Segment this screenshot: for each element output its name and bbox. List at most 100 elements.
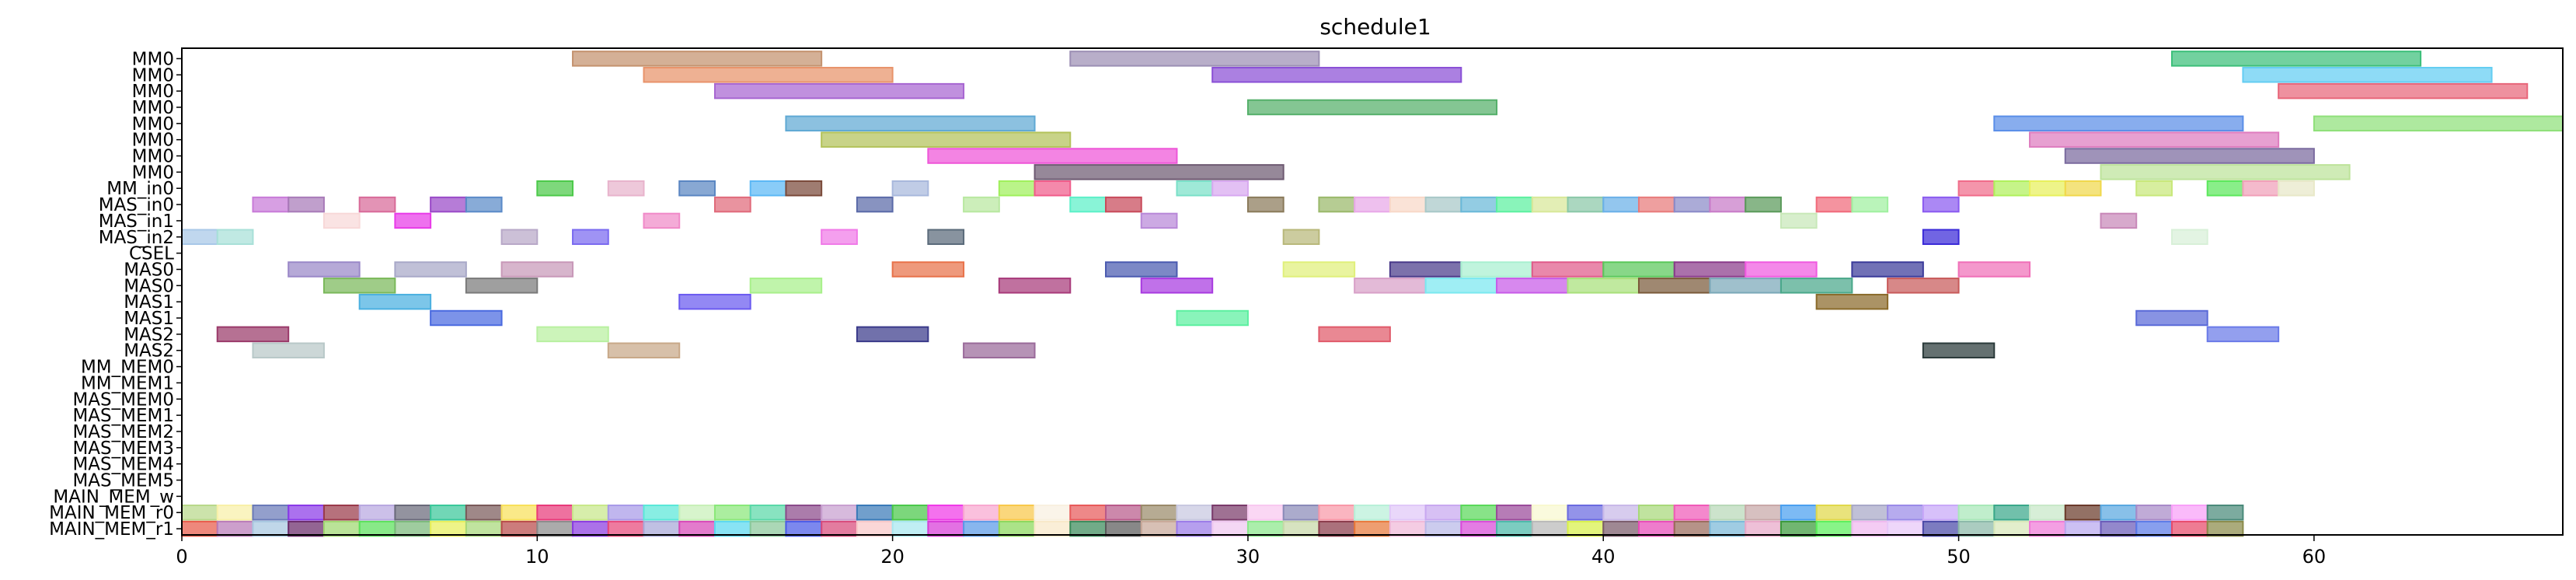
task-bar [1211, 520, 1249, 537]
task-bar [713, 504, 751, 521]
task-bar [643, 504, 681, 521]
y-tick-label: MM_MEM0 [81, 358, 174, 378]
task-bar [1034, 520, 1072, 537]
task-bar [1176, 180, 1214, 197]
task-bar [1069, 504, 1107, 521]
task-bar [1460, 504, 1498, 521]
y-tick-label: MM0 [132, 65, 174, 86]
task-bar [288, 520, 325, 537]
task-bar [288, 196, 325, 213]
task-bar [500, 229, 539, 246]
task-bar [2029, 180, 2066, 197]
chart-title: schedule1 [1319, 14, 1431, 40]
task-bar [2135, 504, 2173, 521]
task-bar [1424, 196, 1462, 213]
task-bar [713, 520, 751, 537]
task-bar [1922, 196, 1960, 213]
y-tick-label: CSEL [129, 244, 174, 264]
task-bar [394, 504, 432, 521]
task-bar [607, 504, 645, 521]
task-bar [465, 278, 539, 294]
task-bar [1851, 196, 1889, 213]
task-bar [2064, 504, 2102, 521]
task-bar [1282, 520, 1320, 537]
task-bar [2170, 504, 2208, 521]
y-tick-label: MM0 [132, 49, 174, 69]
task-bar [358, 196, 396, 213]
task-bar [1745, 504, 1782, 521]
task-bar [1673, 196, 1711, 213]
task-bar [1922, 342, 1996, 358]
task-bar [1496, 278, 1569, 294]
task-bar [1069, 51, 1320, 67]
task-bar [1957, 180, 1996, 197]
task-bar [1709, 196, 1747, 213]
task-bar [2029, 520, 2066, 537]
task-bar [2206, 520, 2244, 537]
task-bar [607, 342, 681, 358]
task-bar [1496, 520, 1533, 537]
task-bar [1815, 504, 1853, 521]
y-tick-label: MAS_MEM3 [72, 438, 174, 459]
task-bar [1815, 520, 1853, 537]
task-bar [358, 520, 396, 537]
task-bars [181, 51, 2564, 537]
task-bar [821, 504, 858, 521]
task-bar [1246, 196, 1285, 213]
task-bar [927, 148, 1178, 164]
y-tick-label: MM0 [132, 98, 174, 118]
task-bar [1745, 196, 1782, 213]
task-bar [1034, 504, 1072, 521]
task-bar [1779, 504, 1818, 521]
task-bar [430, 196, 467, 213]
task-bar [1496, 196, 1533, 213]
task-bar [216, 229, 254, 246]
task-bar [252, 342, 325, 358]
task-bar [2064, 148, 2315, 164]
task-bar [1211, 504, 1249, 521]
task-bar [1673, 520, 1711, 537]
task-bar [358, 293, 432, 310]
task-bar [1993, 520, 2031, 537]
task-bar [181, 520, 218, 537]
task-bar [1602, 504, 1640, 521]
task-bar [1637, 504, 1675, 521]
task-bar [1318, 196, 1356, 213]
task-bar [1460, 520, 1498, 537]
task-bar [1922, 229, 1960, 246]
task-bar [252, 520, 290, 537]
task-bar [2064, 180, 2102, 197]
task-bar [1318, 504, 1356, 521]
y-tick-label: MAS_MEM0 [72, 390, 174, 410]
task-bar [856, 196, 894, 213]
task-bar [785, 180, 823, 197]
task-bar [1993, 504, 2031, 521]
task-bar [1034, 180, 1072, 197]
task-bar [856, 504, 894, 521]
task-bar [1567, 278, 1640, 294]
task-bar [465, 520, 503, 537]
task-bar [1531, 261, 1605, 278]
task-bar [1282, 504, 1320, 521]
y-tick-label: MAIN_MEM_r1 [49, 519, 174, 540]
x-tick-label: 60 [2302, 546, 2327, 568]
y-tick-label: MM0 [132, 82, 174, 102]
task-bar [998, 278, 1072, 294]
task-bar [2313, 115, 2564, 132]
task-bar [1673, 504, 1711, 521]
task-bar [1105, 261, 1178, 278]
task-bar [1709, 278, 1782, 294]
task-bar [1176, 504, 1214, 521]
y-tick-label: MAS_in2 [99, 228, 174, 248]
task-bar [1637, 520, 1675, 537]
task-bar [785, 115, 1036, 132]
y-tick-label: MAS_in0 [99, 195, 174, 215]
task-bar [1140, 212, 1178, 229]
y-tick-label: MAS2 [124, 341, 174, 362]
task-bar [288, 261, 361, 278]
task-bar [749, 278, 823, 294]
task-bar [2206, 180, 2244, 197]
y-tick-label: MAS_MEM1 [72, 406, 174, 426]
task-bar [572, 229, 609, 246]
task-bar [998, 180, 1036, 197]
